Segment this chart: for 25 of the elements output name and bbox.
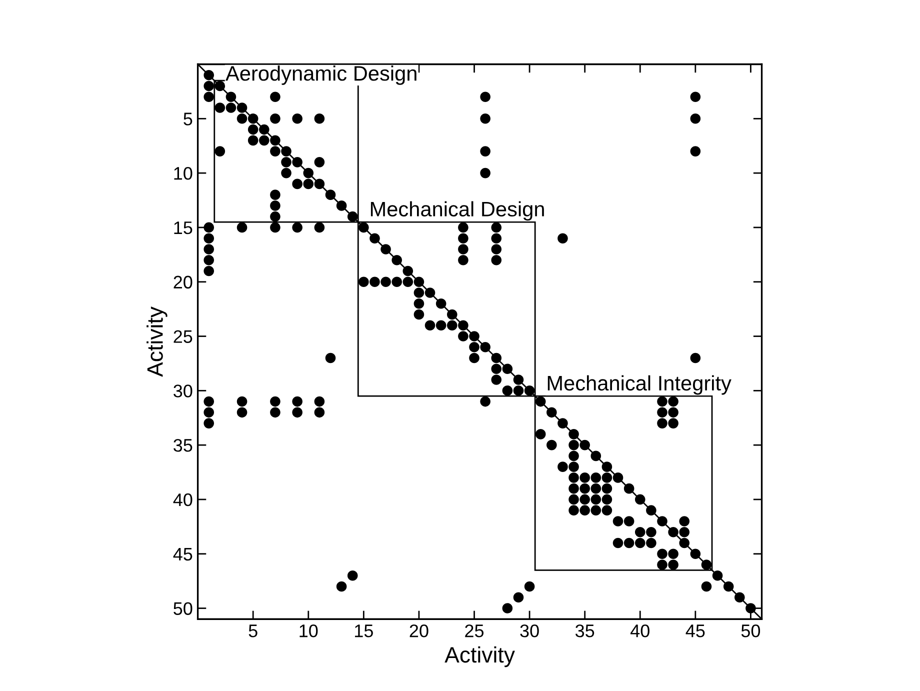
x-tick-label: 20 xyxy=(410,624,428,638)
x-tick-label: 50 xyxy=(741,624,760,638)
x-tick-label: 10 xyxy=(300,624,318,638)
y-tick-label: 5 xyxy=(184,112,192,126)
x-tick-label: 5 xyxy=(248,624,258,638)
y-tick-label: 20 xyxy=(174,276,192,289)
y-tick-label: 40 xyxy=(173,493,192,506)
y-axis-title: Activity xyxy=(146,306,168,377)
x-axis-title: Activity xyxy=(444,646,515,668)
y-tick-label: 50 xyxy=(174,602,192,615)
y-tick-label: 45 xyxy=(173,548,192,561)
x-tick-label: 40 xyxy=(630,624,650,638)
annotation: Mechanical Integrity xyxy=(548,375,732,395)
y-tick-label: 25 xyxy=(174,330,192,343)
annotation: Mechanical Design xyxy=(370,201,544,221)
x-tick-label: 45 xyxy=(686,624,705,638)
annotation: Aerodynamic Design xyxy=(226,65,416,85)
x-tick-label: 25 xyxy=(465,624,484,638)
y-tick-label: 15 xyxy=(174,222,192,234)
x-tick-label: 15 xyxy=(355,624,373,638)
x-tick-label: 35 xyxy=(575,624,594,638)
x-tick-label: 30 xyxy=(520,624,539,638)
y-tick-label: 35 xyxy=(174,438,192,452)
y-tick-label: 30 xyxy=(174,384,192,398)
y-tick-label: 10 xyxy=(174,166,192,180)
